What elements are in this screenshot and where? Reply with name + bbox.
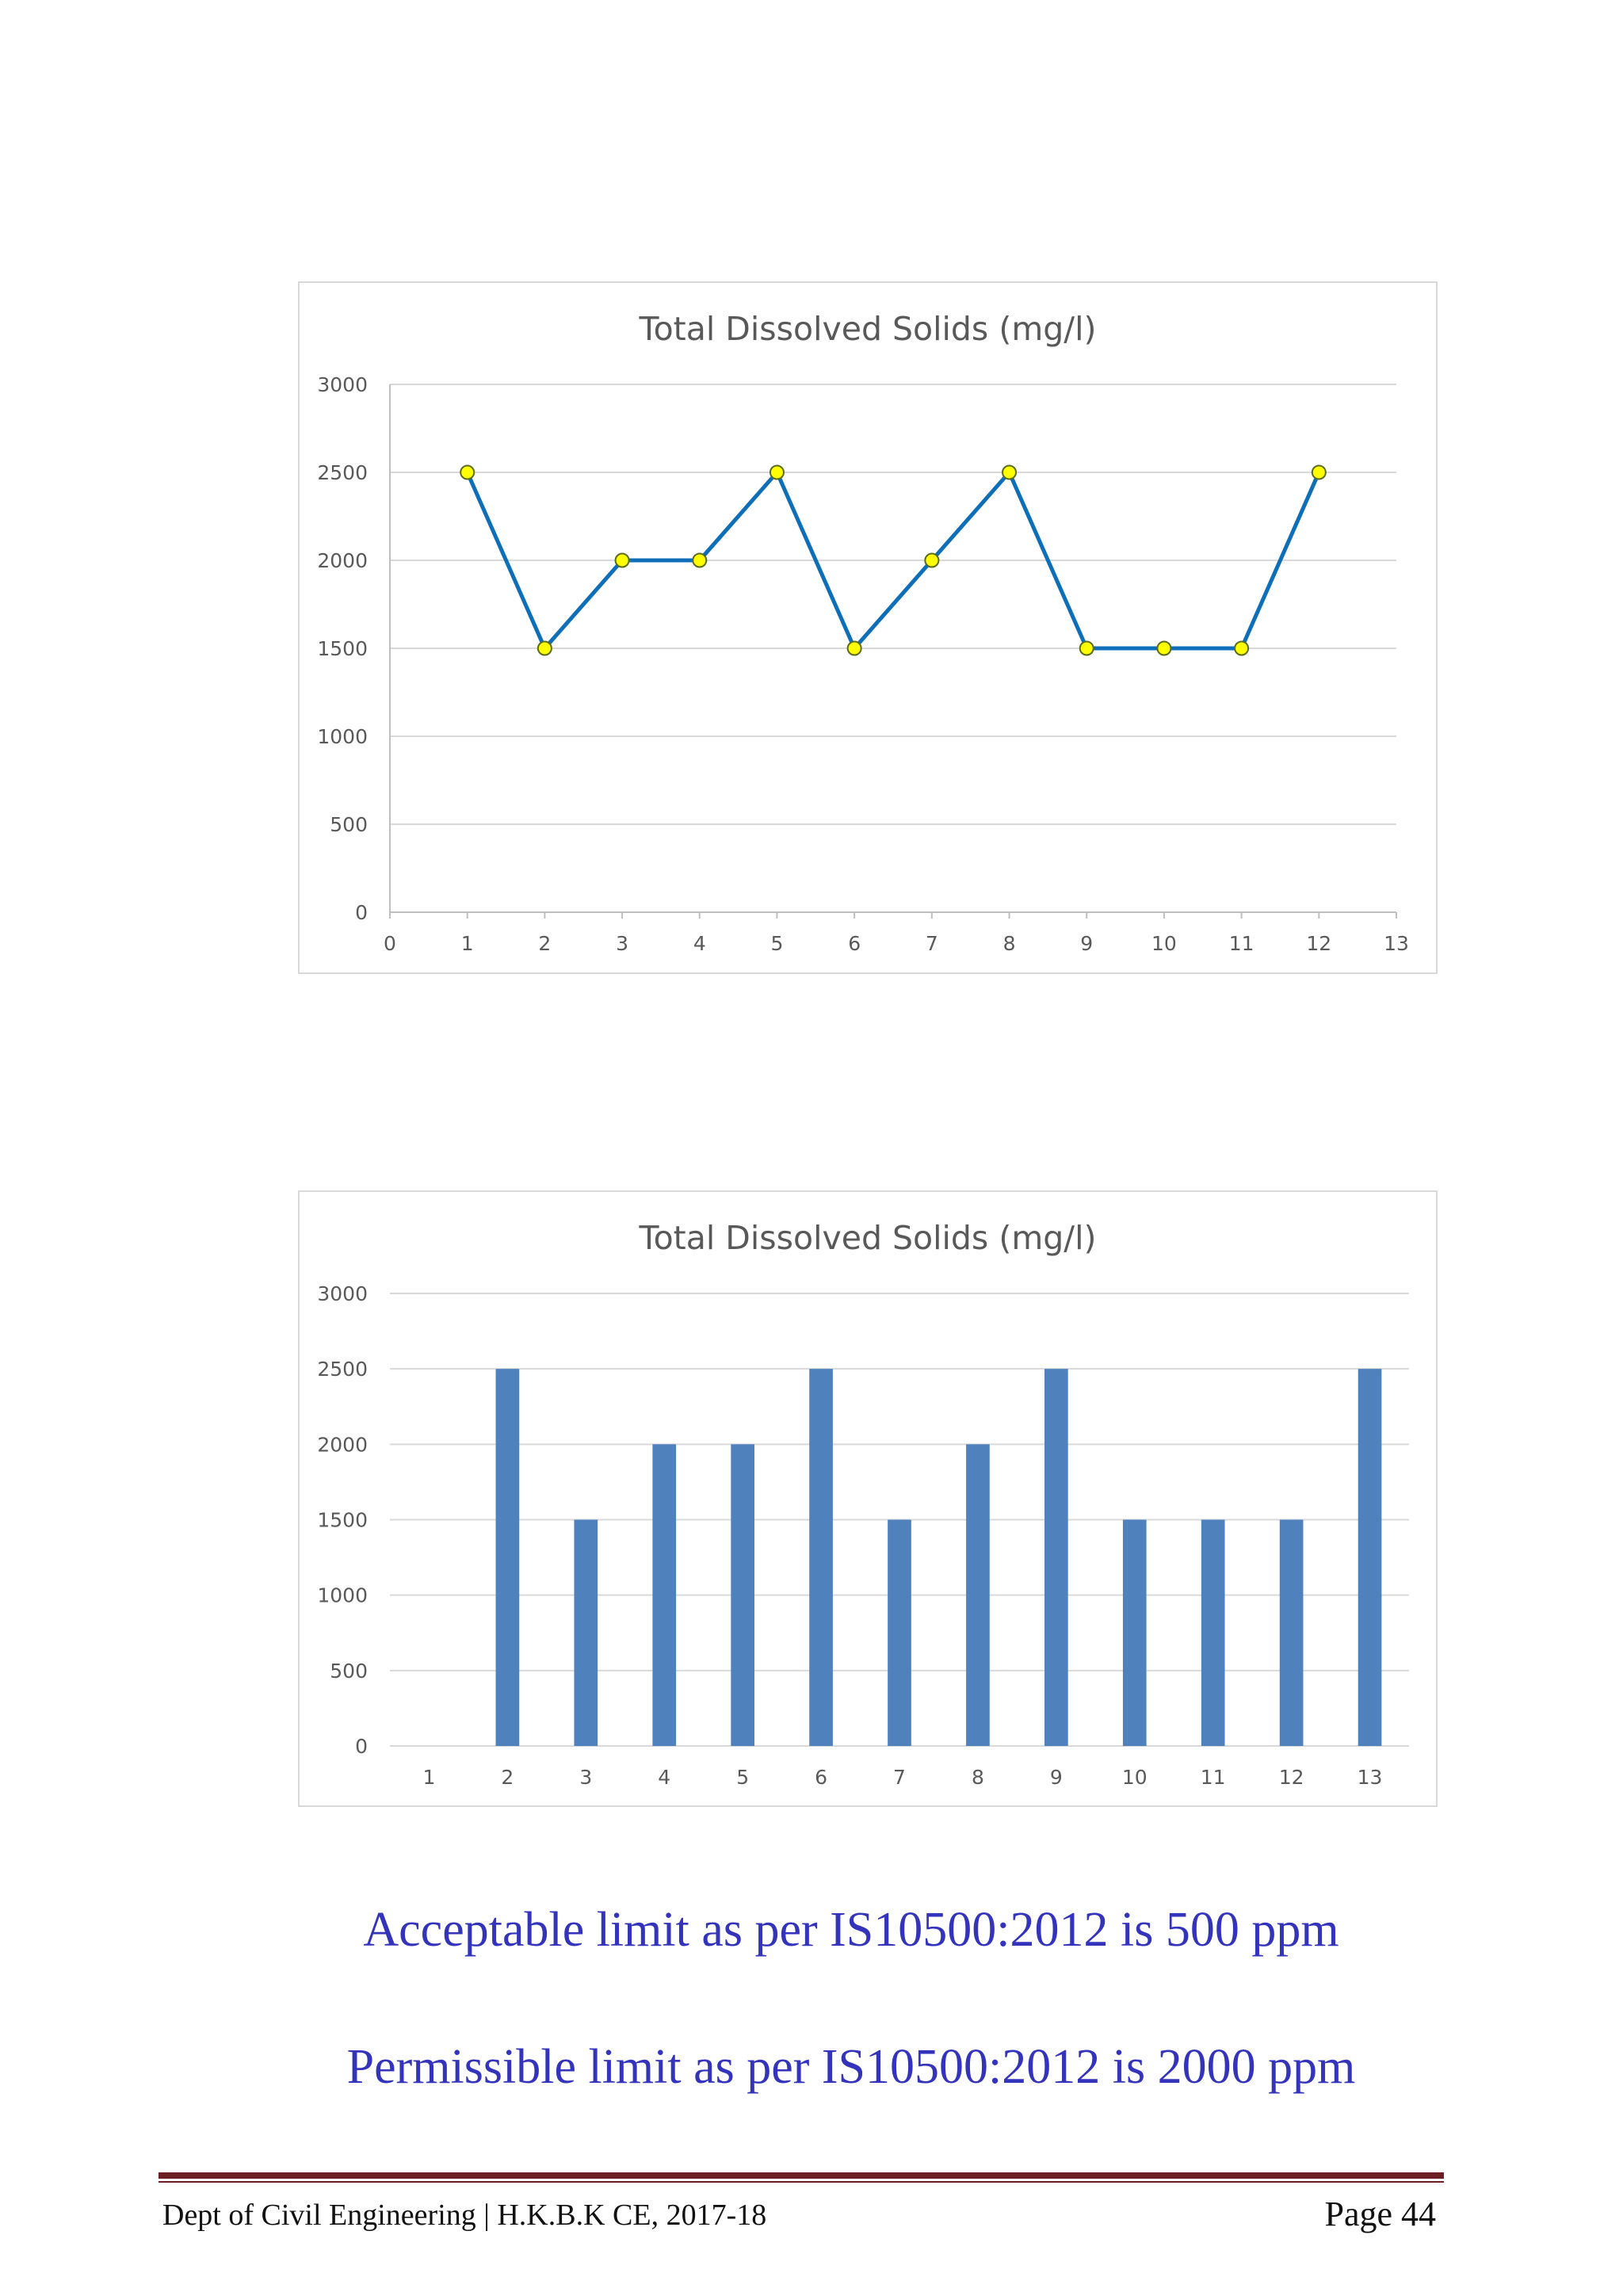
x-tick-label: 10	[1122, 1766, 1148, 1789]
data-point	[1234, 640, 1250, 656]
x-tick-label: 9	[1080, 932, 1093, 955]
bar	[966, 1444, 990, 1746]
footer-rule	[158, 2172, 1444, 2179]
acceptable-limit-text: Acceptable limit as per IS10500:2012 is …	[363, 1903, 1339, 1957]
data-point	[1311, 464, 1327, 480]
bar	[652, 1444, 677, 1746]
bar	[731, 1444, 754, 1746]
permissible-limit-text: Permissible limit as per IS10500:2012 is…	[346, 2040, 1356, 2094]
bar	[1044, 1369, 1068, 1746]
x-tick-label: 12	[1306, 932, 1331, 955]
bar	[574, 1519, 598, 1746]
y-tick-label: 1500	[317, 1509, 368, 1532]
bar	[1358, 1369, 1382, 1746]
x-tick-label: 4	[693, 932, 706, 955]
x-tick-label: 11	[1201, 1766, 1226, 1789]
y-tick-label: 500	[330, 1660, 368, 1683]
y-tick-label: 3000	[317, 373, 368, 396]
y-tick-label: 0	[355, 1735, 368, 1758]
y-tick-label: 2000	[317, 549, 368, 572]
x-tick-label: 7	[926, 932, 938, 955]
footer-page-number: Page 44	[1324, 2195, 1436, 2233]
x-tick-label: 6	[815, 1766, 827, 1789]
y-tick-label: 500	[330, 813, 368, 836]
data-point	[846, 640, 862, 656]
y-tick-label: 0	[355, 901, 368, 924]
line-chart-frame: Total Dissolved Solids (mg/l) 0 500 1000 150…	[298, 281, 1438, 974]
chart-title: Total Dissolved Solids (mg/l)	[639, 1219, 1097, 1257]
bar	[1201, 1519, 1225, 1746]
footer-department: Dept of Civil Engineering | H.K.B.K CE, …	[162, 2199, 767, 2232]
x-tick-label: 12	[1279, 1766, 1304, 1789]
bar	[888, 1519, 911, 1746]
footer-rule-thin	[158, 2181, 1444, 2183]
x-tick-label: 5	[771, 932, 784, 955]
x-tick-label: 8	[972, 1766, 984, 1789]
data-point	[537, 640, 552, 656]
data-point	[460, 464, 475, 480]
chart-title: Total Dissolved Solids (mg/l)	[639, 310, 1097, 348]
x-tick-label: 5	[736, 1766, 749, 1789]
bar	[1122, 1519, 1147, 1746]
y-tick-label: 2500	[317, 1358, 368, 1381]
x-tick-label: 11	[1229, 932, 1254, 955]
data-point	[1079, 640, 1094, 656]
bar	[1279, 1519, 1304, 1746]
x-tick-label: 9	[1050, 1766, 1063, 1789]
data-point	[769, 464, 785, 480]
data-point	[614, 552, 630, 568]
tds-line-chart: Total Dissolved Solids (mg/l)05001000150…	[317, 310, 1409, 955]
y-tick-label: 2500	[317, 461, 368, 484]
x-tick-label: 4	[658, 1766, 670, 1789]
x-tick-label: 2	[538, 932, 551, 955]
y-tick-label: 2000	[317, 1433, 368, 1456]
y-tick-label: 1000	[317, 725, 368, 748]
y-tick-label: 1500	[317, 637, 368, 660]
bar-chart-frame: Total Dissolved Solids (mg/l) 0 500 1000 150…	[298, 1190, 1438, 1807]
series-line	[465, 470, 1321, 651]
data-point	[1156, 640, 1172, 656]
x-tick-label: 3	[616, 932, 628, 955]
x-tick-label: 0	[384, 932, 396, 955]
y-tick-label: 1000	[317, 1584, 368, 1607]
data-point	[692, 552, 708, 568]
x-tick-label: 1	[461, 932, 474, 955]
bar	[809, 1369, 833, 1746]
bar	[495, 1369, 520, 1746]
tds-bar-chart: Total Dissolved Solids (mg/l) 0 500 1000 150…	[317, 1219, 1409, 1789]
x-tick-label: 7	[893, 1766, 906, 1789]
x-tick-label: 13	[1384, 932, 1409, 955]
x-tick-label: 13	[1358, 1766, 1383, 1789]
data-point	[924, 552, 940, 568]
x-tick-label: 8	[1003, 932, 1016, 955]
y-tick-label: 3000	[317, 1282, 368, 1305]
x-tick-label: 2	[501, 1766, 514, 1789]
x-tick-label: 1	[423, 1766, 436, 1789]
x-tick-label: 10	[1151, 932, 1177, 955]
x-tick-label: 6	[848, 932, 861, 955]
data-point	[1002, 464, 1018, 480]
x-tick-label: 3	[579, 1766, 592, 1789]
